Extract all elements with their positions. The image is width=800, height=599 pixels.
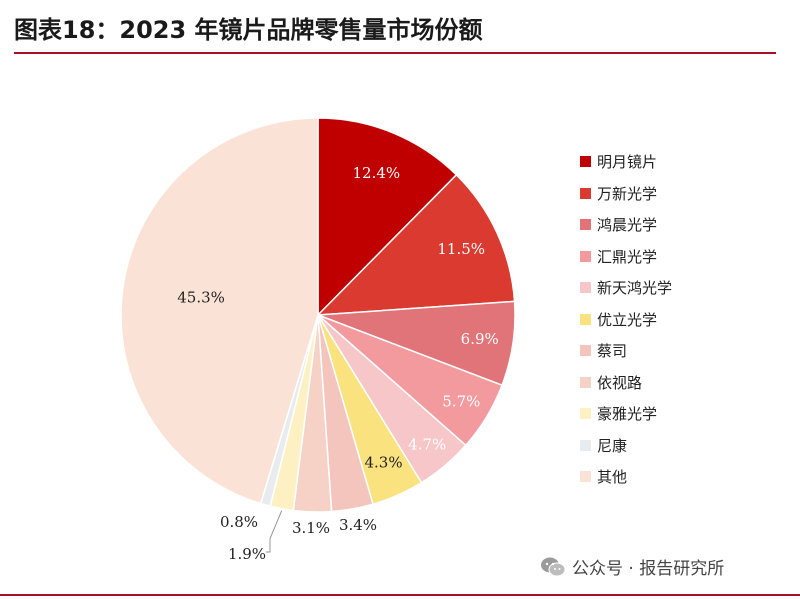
legend-label: 蔡司 [597, 342, 628, 361]
data-label-3: 6.9% [461, 330, 499, 348]
pie-slice-11 [120, 117, 319, 505]
wechat-icon [541, 557, 566, 576]
legend-swatch [580, 282, 591, 294]
legend-swatch [580, 313, 591, 325]
legend-label: 鸿晨光学 [597, 216, 658, 235]
data-labels: 12.4% 11.5% 6.9% 5.7% 4.7% 4.3% 3.4% 3.1% 1.9% 0.… [177, 164, 499, 563]
data-label-5: 4.7% [408, 436, 446, 454]
data-label-8: 3.1% [292, 519, 330, 537]
legend-swatch [580, 376, 591, 388]
legend-item-11: 其他 [580, 461, 672, 493]
legend-item-2: 万新光学 [580, 178, 672, 210]
legend-item-8: 依视路 [580, 367, 672, 399]
legend-label: 尼康 [597, 436, 628, 455]
legend-label: 新天鸿光学 [597, 279, 673, 298]
legend-item-3: 鸿晨光学 [580, 209, 672, 241]
legend-swatch [580, 471, 591, 483]
data-label-7: 3.4% [339, 516, 377, 534]
legend-item-7: 蔡司 [580, 335, 672, 367]
legend-label: 明月镜片 [597, 153, 658, 172]
legend-swatch [580, 156, 591, 168]
leader-lines [266, 510, 283, 553]
watermark: 公众号 · 报告研究所 [540, 554, 724, 579]
legend-label: 其他 [597, 468, 628, 487]
legend-swatch [580, 187, 591, 199]
chart-legend: 明月镜片万新光学鸿晨光学汇鼎光学新天鸿光学优立光学蔡司依视路豪雅光学尼康其他 [580, 146, 672, 493]
legend-label: 豪雅光学 [597, 405, 658, 424]
legend-label: 优立光学 [597, 310, 658, 329]
legend-item-6: 优立光学 [580, 304, 672, 336]
legend-swatch [580, 250, 591, 262]
legend-label: 依视路 [597, 373, 643, 392]
legend-item-1: 明月镜片 [580, 146, 672, 178]
title-divider [14, 52, 776, 54]
pie-slice-2 [316, 173, 516, 316]
legend-swatch [580, 439, 591, 451]
leader-line-9 [266, 510, 283, 553]
legend-item-4: 汇鼎光学 [580, 241, 672, 273]
legend-swatch [580, 345, 591, 357]
data-label-4: 5.7% [442, 393, 480, 411]
data-label-2: 11.5% [437, 240, 485, 258]
pie-slice-1 [317, 117, 458, 317]
legend-item-9: 豪雅光学 [580, 398, 672, 430]
legend-item-10: 尼康 [580, 430, 672, 462]
legend-swatch [580, 408, 591, 420]
legend-label: 万新光学 [597, 184, 658, 203]
watermark-text: 公众号 · 报告研究所 [572, 559, 725, 579]
legend-swatch [580, 219, 591, 231]
data-label-11: 45.3% [177, 289, 225, 307]
data-label-9: 1.9% [228, 545, 266, 563]
pie-slices [120, 117, 516, 513]
legend-item-5: 新天鸿光学 [580, 272, 672, 304]
chart-title: 图表18：2023 年镜片品牌零售量市场份额 [14, 16, 483, 44]
data-label-10: 0.8% [220, 513, 258, 531]
footer-divider [0, 594, 800, 596]
data-label-6: 4.3% [364, 454, 402, 472]
data-label-1: 12.4% [353, 164, 401, 182]
legend-label: 汇鼎光学 [597, 247, 658, 266]
